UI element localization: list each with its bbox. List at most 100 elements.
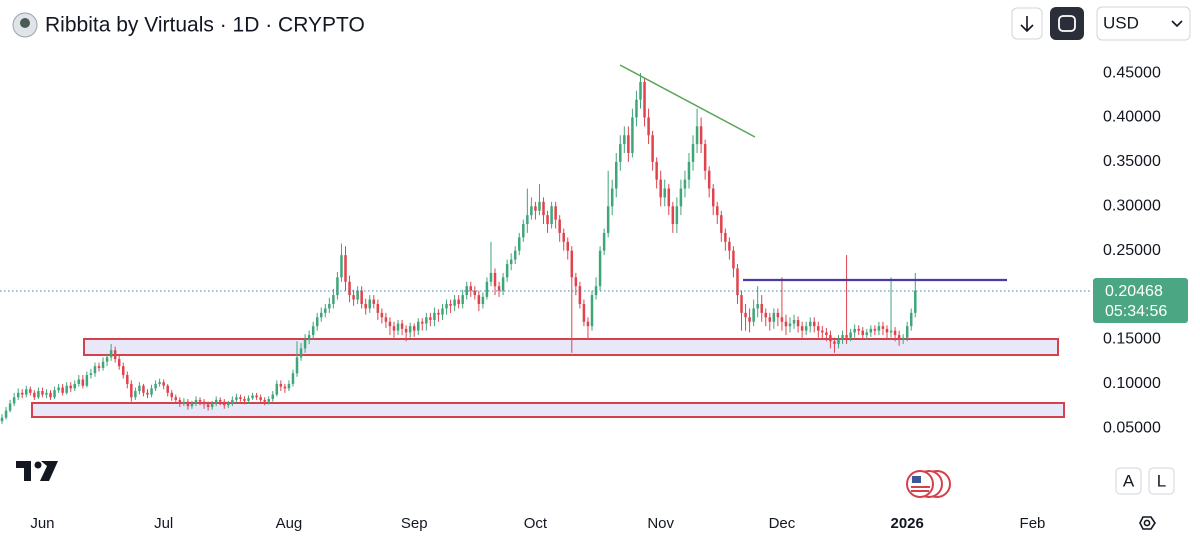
candle-body: [659, 179, 662, 198]
candle-body: [150, 388, 153, 395]
candle-body: [554, 206, 557, 220]
candle-body: [562, 232, 565, 242]
candle-body: [716, 206, 719, 216]
candle-body: [8, 403, 12, 411]
candle-body: [542, 201, 545, 216]
candle-body: [784, 321, 788, 327]
candle-body: [453, 299, 456, 306]
last-price-label: 0.20468: [1105, 283, 1163, 300]
candle-body: [869, 328, 873, 333]
candle-body: [804, 326, 808, 331]
currency-label: USD: [1103, 13, 1139, 32]
candle-body: [614, 161, 618, 189]
y-tick-label: 0.10000: [1103, 375, 1161, 392]
auto-scale-label: A: [1123, 471, 1135, 490]
candle-body: [780, 317, 784, 322]
candle-body: [461, 295, 464, 304]
candle-body: [711, 188, 715, 207]
candle-body: [275, 383, 279, 395]
y-tick-label: 0.30000: [1103, 198, 1161, 215]
candle-body: [788, 323, 792, 327]
candle-body: [691, 144, 695, 162]
candle-body: [720, 215, 723, 233]
support-zone: [83, 338, 1059, 356]
candle-body: [667, 188, 671, 207]
candle-body: [307, 335, 311, 340]
candle-body: [332, 295, 335, 304]
candle-body: [41, 391, 44, 395]
candle-body: [772, 312, 776, 322]
candle-body: [146, 392, 149, 395]
candle-body: [315, 317, 319, 327]
candle-body: [582, 303, 586, 322]
candle-body: [134, 391, 137, 398]
x-tick-label: Jul: [154, 515, 173, 532]
candle-body: [905, 326, 909, 338]
candle-body: [368, 299, 372, 309]
y-tick-label: 0.40000: [1103, 109, 1161, 126]
candle-body: [829, 335, 832, 342]
candle-body: [437, 312, 440, 315]
candle-body: [214, 399, 218, 404]
x-tick-label: Jun: [30, 515, 54, 532]
events-icon[interactable]: [906, 470, 951, 498]
y-tick-label: 0.15000: [1103, 331, 1161, 348]
auto-scale-button[interactable]: [1115, 467, 1142, 495]
candle-body: [408, 326, 412, 333]
candle-body: [109, 350, 113, 358]
candle-body: [740, 295, 743, 313]
candle-body: [320, 312, 323, 318]
candle-body: [796, 319, 800, 327]
symbol-logo-face: [20, 18, 30, 28]
candle-body: [20, 392, 24, 395]
candle-body: [352, 295, 355, 300]
log-scale-button[interactable]: [1148, 467, 1175, 495]
candle-body: [497, 286, 501, 291]
candle-body: [877, 326, 881, 331]
candle-body: [671, 206, 675, 225]
candle-body: [518, 237, 521, 251]
candle-body: [873, 328, 877, 331]
candle-body: [732, 250, 735, 269]
candle-body: [324, 308, 327, 313]
candle-body: [263, 399, 266, 402]
candle-body: [299, 348, 303, 358]
candle-body: [259, 397, 262, 400]
candle-body: [574, 277, 578, 287]
candle-body: [639, 81, 642, 100]
candle-body: [142, 385, 145, 393]
candle-body: [861, 330, 864, 336]
fullscreen-button[interactable]: [1050, 7, 1084, 40]
candle-body: [130, 383, 133, 398]
candle-body: [360, 290, 363, 304]
candle-body: [849, 332, 852, 338]
candle-body: [841, 335, 844, 340]
candle-body: [61, 387, 64, 393]
candle-body: [489, 272, 493, 282]
candle-body: [416, 321, 420, 331]
candle-body: [643, 81, 646, 118]
countdown-label: 05:34:56: [1105, 303, 1167, 320]
candle-body: [833, 341, 836, 344]
candle-body: [853, 328, 856, 333]
candle-body: [477, 295, 481, 304]
candle-body: [336, 277, 339, 296]
candle-body: [404, 328, 408, 333]
settings-icon[interactable]: [1139, 516, 1156, 530]
candle-body: [247, 398, 250, 401]
candle-body: [283, 386, 287, 389]
candle-body: [218, 399, 222, 402]
symbol-title: Ribbita by Virtuals · 1D · CRYPTO: [45, 14, 365, 37]
candle-body: [65, 385, 68, 393]
candle-body: [914, 290, 917, 313]
candle-body: [505, 264, 509, 278]
candle-body: [901, 337, 905, 340]
candle-body: [457, 299, 460, 304]
candle-body: [885, 328, 889, 333]
currency-select[interactable]: [1096, 6, 1191, 41]
x-tick-label: Nov: [647, 515, 674, 532]
candle-body: [623, 135, 626, 145]
candle-body: [372, 299, 376, 304]
candle-body: [158, 382, 161, 384]
